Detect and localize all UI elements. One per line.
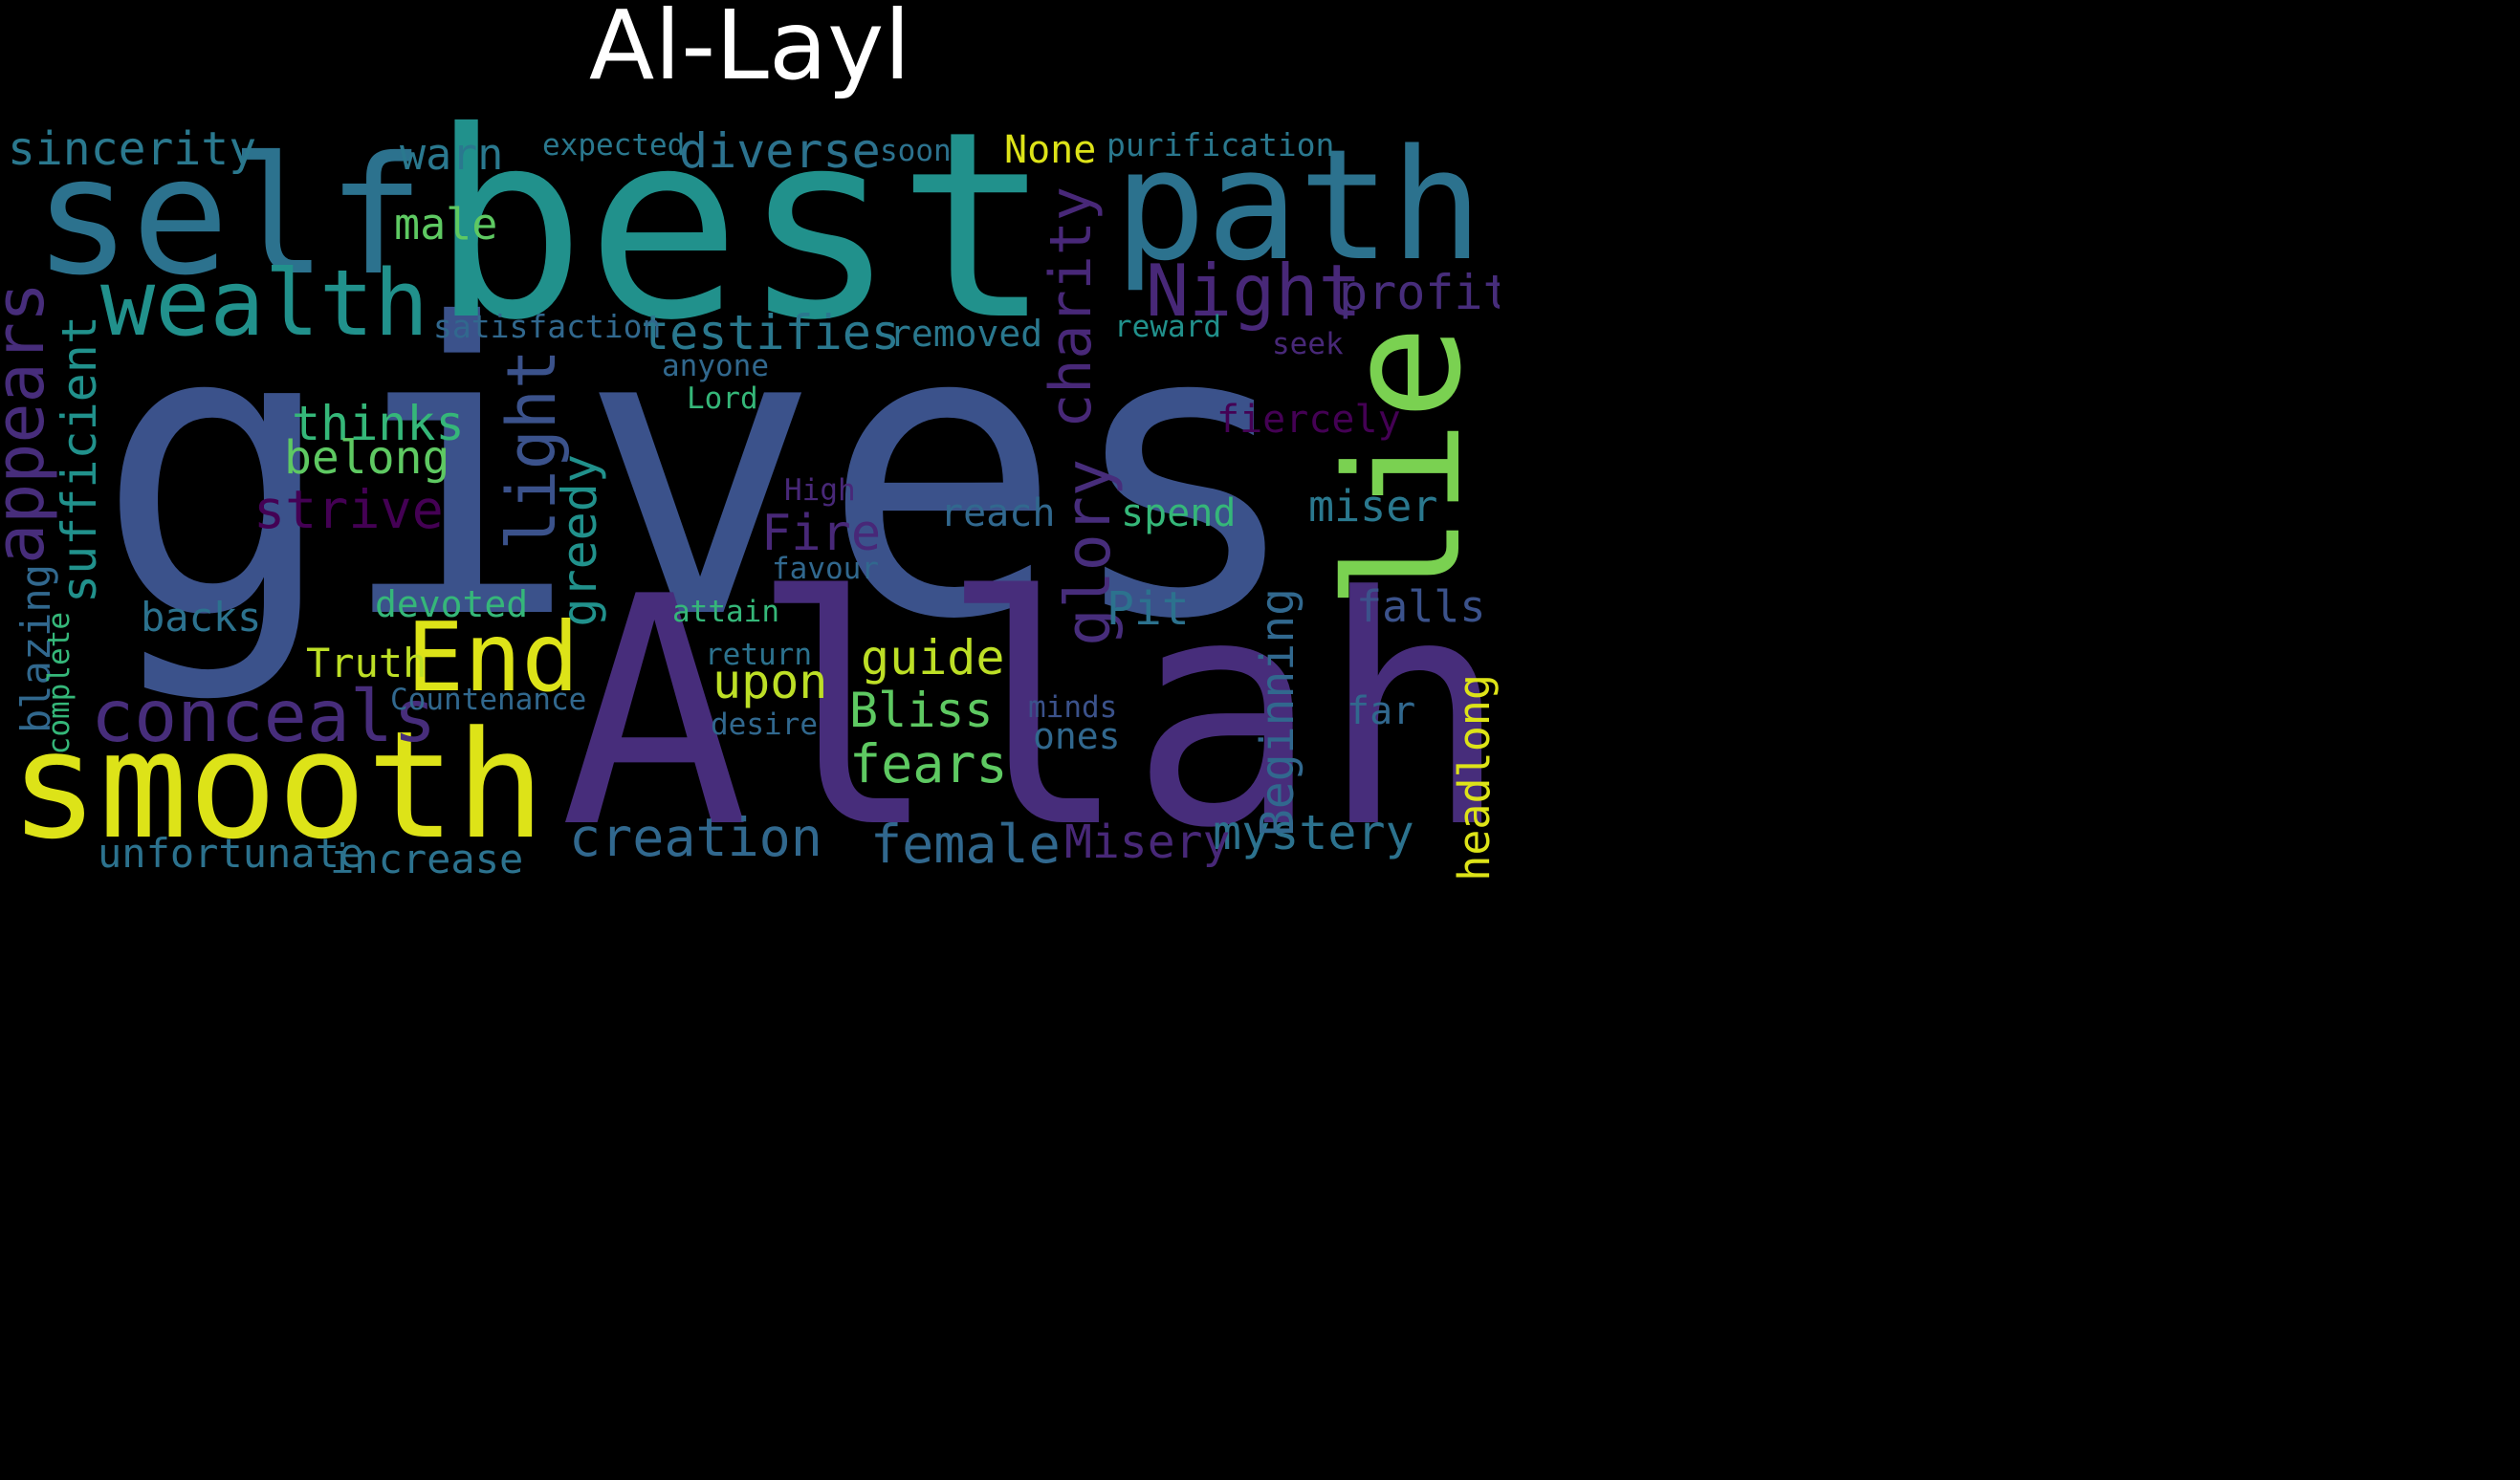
word-pit: Pit xyxy=(1107,582,1190,636)
word-expected: expected xyxy=(542,128,685,163)
word-fears: fears xyxy=(849,733,1008,794)
word-blazing: blazing xyxy=(12,564,59,733)
word-return: return xyxy=(705,638,812,672)
word-complete: complete xyxy=(42,612,77,754)
word-guide: guide xyxy=(861,630,1005,686)
word-strive: strive xyxy=(253,479,444,540)
word-self: self xyxy=(33,122,425,312)
word-seek: seek xyxy=(1272,327,1344,361)
word-headlong: headlong xyxy=(1449,674,1500,881)
word-far: far xyxy=(1347,689,1415,733)
word-fiercely: fiercely xyxy=(1216,398,1401,442)
word-testifies: testifies xyxy=(641,305,900,360)
word-falls: falls xyxy=(1356,581,1485,632)
word-removed: removed xyxy=(889,313,1042,355)
word-sincerity: sincerity xyxy=(8,122,256,176)
word-reach: reach xyxy=(940,491,1055,535)
word-night: Night xyxy=(1146,249,1362,333)
word-devoted: devoted xyxy=(375,583,528,625)
word-satisfaction: satisfaction xyxy=(433,308,661,345)
word-light: light xyxy=(493,349,571,551)
word-charity: charity xyxy=(1038,186,1105,428)
word-glory: glory xyxy=(1053,459,1125,646)
word-gives: gives xyxy=(96,240,1304,707)
word-allah: Allah xyxy=(559,530,1500,881)
word-lord: Lord xyxy=(687,381,758,416)
word-attain: attain xyxy=(672,595,779,629)
word-smooth: smooth xyxy=(10,699,545,872)
word-sufficient: sufficient xyxy=(52,316,107,603)
word-diverse: diverse xyxy=(679,123,881,179)
word-ones: ones xyxy=(1033,715,1121,757)
word-path: path xyxy=(1114,116,1482,294)
word-reward: reward xyxy=(1114,310,1221,344)
word-unfortunate: unfortunate xyxy=(98,830,363,877)
word-misery: Misery xyxy=(1064,816,1230,869)
word-truth: Truth xyxy=(306,640,427,686)
word-warn: warn xyxy=(400,129,503,180)
word-bliss: Bliss xyxy=(849,683,994,738)
word-backs: backs xyxy=(141,594,261,641)
word-wealth: wealth xyxy=(100,251,428,357)
word-male: male xyxy=(394,199,497,250)
word-miser: miser xyxy=(1308,481,1437,532)
word-profit: profit xyxy=(1339,265,1500,320)
word-countenance: Countenance xyxy=(390,683,586,717)
word-lie: lie xyxy=(1312,325,1496,610)
word-creation: creation xyxy=(569,807,822,868)
word-best: best xyxy=(430,76,1052,377)
word-upon: upon xyxy=(712,654,827,709)
word-none: None xyxy=(1004,128,1096,172)
word-anyone: anyone xyxy=(662,349,769,383)
word-conceals: conceals xyxy=(91,674,436,758)
word-greedy: greedy xyxy=(552,454,607,627)
word-appears: appears xyxy=(0,282,59,564)
word-desire: desire xyxy=(711,707,818,742)
page-title: Al-Layl xyxy=(588,0,911,101)
word-purification: purification xyxy=(1107,126,1334,163)
word-end: End xyxy=(406,601,580,713)
word-female: female xyxy=(870,814,1061,875)
word-favour: favour xyxy=(772,552,879,586)
word-minds: minds xyxy=(1028,690,1117,725)
word-thinks: thinks xyxy=(292,396,465,451)
word-high: High xyxy=(784,473,856,508)
word-soon: soon xyxy=(880,134,952,168)
word-mystery: mystery xyxy=(1213,805,1414,860)
word-belong: belong xyxy=(284,431,449,485)
word-spend: spend xyxy=(1121,491,1236,535)
word-fire: Fire xyxy=(761,505,881,562)
word-increase: increase xyxy=(330,836,523,881)
word-beginning: Beginning xyxy=(1251,588,1304,837)
